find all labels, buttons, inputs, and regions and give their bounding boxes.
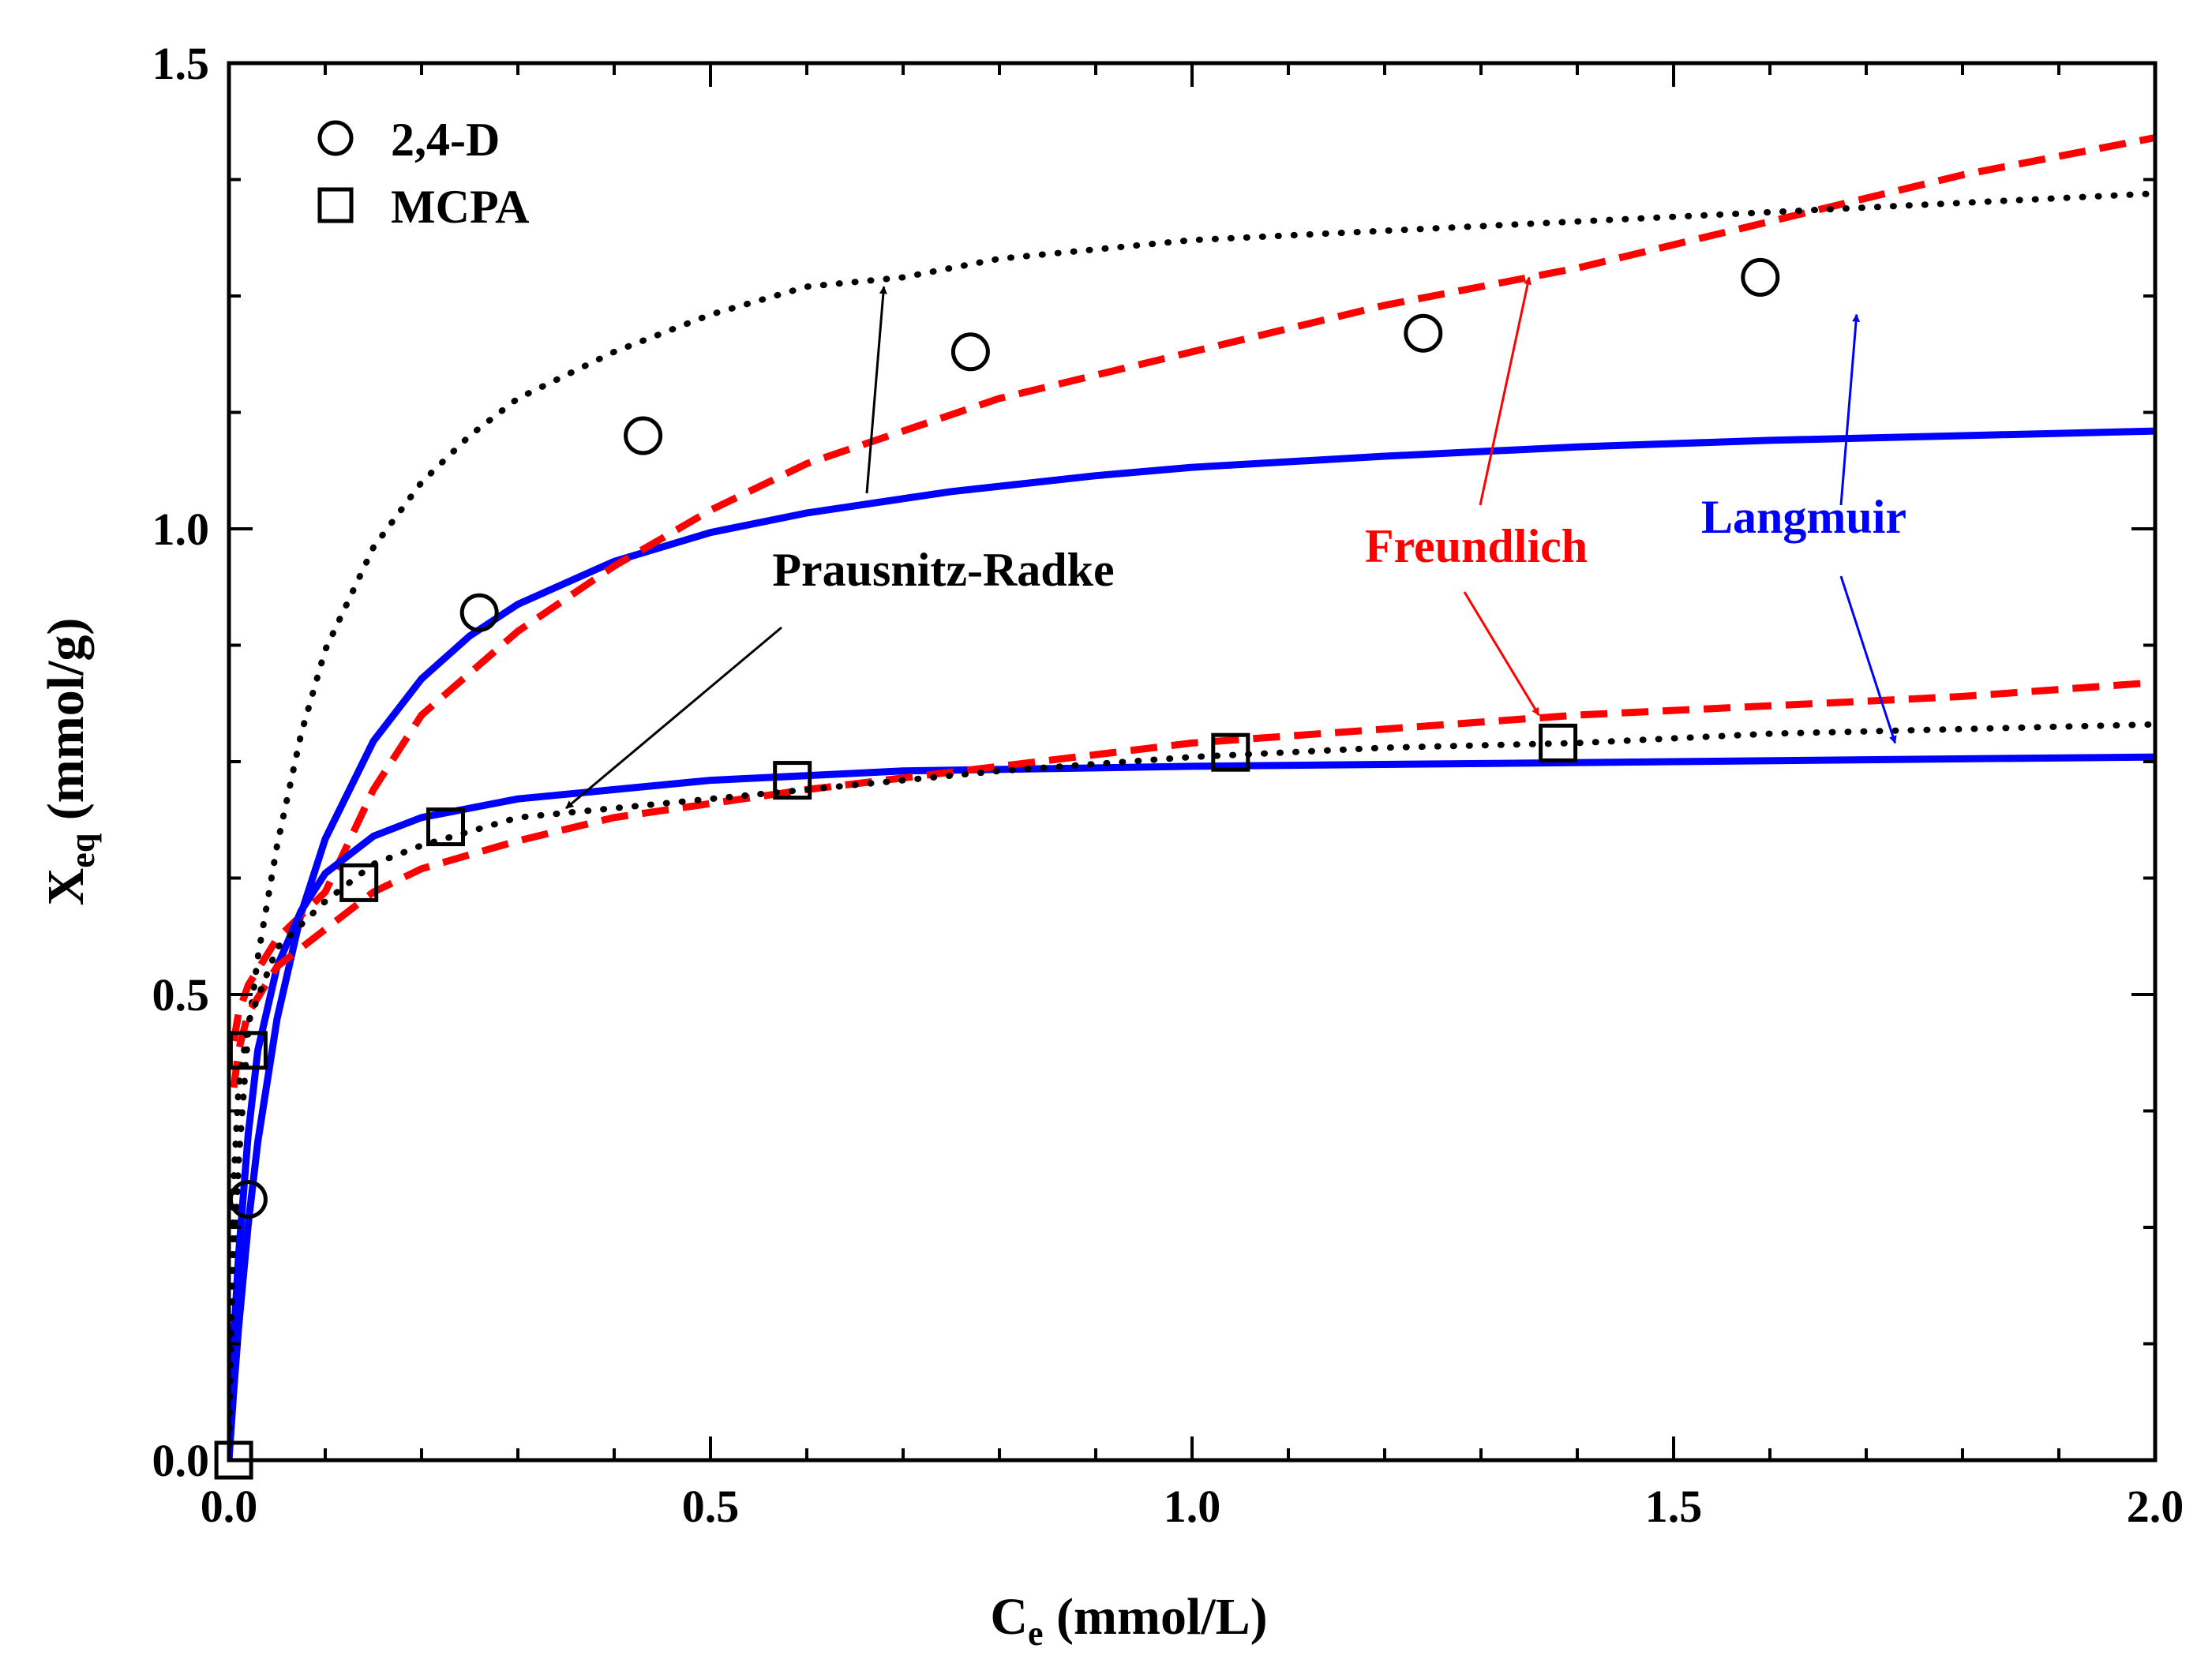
- arrow-langmuir: [1839, 575, 1897, 744]
- x-tick-label: 1.5: [1645, 1481, 1703, 1532]
- curve-prausnitz-radke-mcpa: [229, 721, 2155, 1460]
- data-point-2-4-d: [950, 332, 990, 372]
- data-point-2-4-d: [1404, 313, 1443, 353]
- curve-langmuir-mcpa: [229, 753, 2155, 1460]
- annotation-arrows: [565, 276, 1897, 810]
- data-point-2-4-d: [624, 416, 663, 455]
- arrow-prausnitz-radke: [565, 626, 782, 810]
- annotation-langmuir: Langmuir: [1701, 491, 1906, 543]
- legend-marker-circle: [317, 120, 354, 156]
- y-axis-title: Xeq (mmol/g): [37, 618, 102, 906]
- y-tick-label: 0.0: [152, 1435, 210, 1486]
- arrow-prausnitz-radke: [865, 286, 887, 494]
- data-points: [214, 257, 1780, 1480]
- y-tick-label: 1.5: [152, 38, 210, 89]
- x-axis-title: Ce (mmol/L): [990, 1588, 1267, 1653]
- legend-label-mcpa: MCPA: [391, 181, 530, 233]
- curve-freundlich-mcpa: [230, 679, 2155, 1088]
- data-point-2-4-d: [459, 593, 499, 632]
- data-point-mcpa: [1211, 732, 1250, 772]
- y-tick-label: 1.0: [152, 504, 210, 555]
- plot-frame: [227, 61, 2158, 1463]
- fit-curves: [229, 133, 2155, 1460]
- data-point-2-4-d: [1741, 257, 1780, 297]
- data-point-mcpa: [426, 807, 465, 847]
- arrow-freundlich: [1479, 276, 1532, 506]
- curve-freundlich-2-4-d: [230, 133, 2155, 1042]
- arrow-langmuir: [1839, 313, 1861, 506]
- data-point-mcpa: [773, 761, 812, 800]
- x-tick-label: 1.0: [1164, 1481, 1221, 1532]
- x-tick-label: 0.0: [201, 1481, 258, 1532]
- legend-label-2-4-d: 2,4-D: [391, 114, 500, 166]
- annotation-freundlich: Freundlich: [1365, 520, 1588, 572]
- x-tick-label: 0.5: [682, 1481, 740, 1532]
- curve-langmuir-2-4-d: [229, 427, 2155, 1460]
- legend-marker-square: [317, 187, 354, 223]
- annotation-prausnitz-radke: Prausnitz-Radke: [772, 544, 1114, 596]
- curve-prausnitz-radke-2-4-d: [229, 190, 2155, 1460]
- data-point-mcpa: [339, 863, 379, 902]
- y-tick-label: 0.5: [152, 969, 210, 1021]
- arrow-freundlich: [1463, 591, 1540, 716]
- data-point-mcpa: [1539, 723, 1578, 762]
- tick-labels: 0.0 0.5 1.0 1.5 2.0 0.0 0.5 1.0 1.5: [152, 38, 2184, 1532]
- x-tick-label: 2.0: [2127, 1481, 2184, 1532]
- legend: 2,4-D MCPA: [317, 114, 530, 233]
